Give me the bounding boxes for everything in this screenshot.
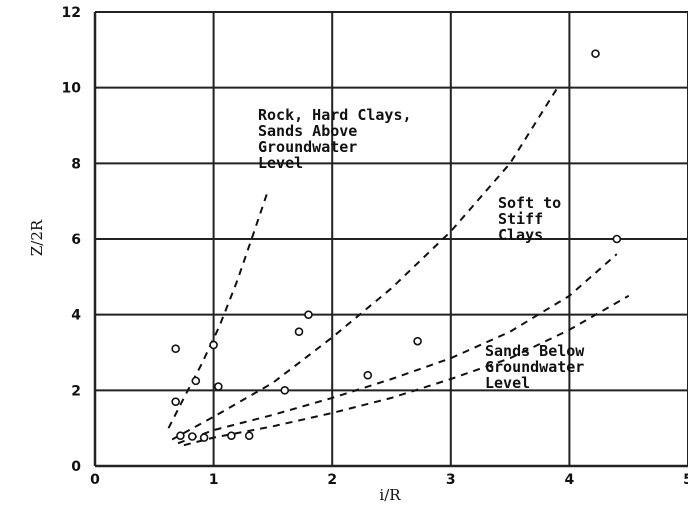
y-tick-label: 2 bbox=[71, 383, 81, 399]
x-tick-label: 5 bbox=[683, 472, 688, 488]
data-point bbox=[280, 386, 290, 395]
data-point bbox=[176, 431, 185, 441]
annotation-line: Clays bbox=[498, 226, 543, 244]
annotation-sands-below-groundwater: Sands Below Groundwater Level bbox=[485, 342, 593, 392]
x-axis-title: i/R bbox=[379, 486, 401, 504]
annotation-line: Groundwater bbox=[485, 358, 584, 376]
y-axis-title: Z/2R bbox=[28, 219, 46, 256]
y-tick-label: 10 bbox=[62, 81, 82, 97]
data-point bbox=[227, 431, 236, 441]
annotation-line: Sands Above bbox=[258, 122, 357, 140]
data-point bbox=[294, 327, 304, 336]
fitted-curves bbox=[167, 87, 630, 447]
data-point bbox=[187, 432, 197, 441]
annotation-line: Rock, Hard Clays, bbox=[258, 106, 412, 124]
y-tick-label: 12 bbox=[62, 5, 81, 21]
data-point bbox=[304, 310, 313, 319]
x-tick-label: 4 bbox=[565, 472, 575, 488]
annotation-line: Groundwater bbox=[258, 138, 357, 156]
trend-curve bbox=[167, 193, 268, 429]
data-point bbox=[244, 431, 254, 441]
y-tick-label: 0 bbox=[71, 459, 81, 475]
annotation-line: Level bbox=[485, 374, 530, 392]
data-points bbox=[171, 49, 622, 442]
data-point bbox=[171, 397, 180, 406]
x-tick-label: 3 bbox=[446, 472, 456, 488]
data-point bbox=[363, 370, 373, 380]
y-tick-label: 8 bbox=[71, 156, 81, 172]
annotation-line: Stiff bbox=[498, 210, 543, 228]
data-point bbox=[191, 376, 201, 386]
data-point bbox=[214, 382, 223, 391]
trend-curve bbox=[183, 294, 630, 447]
data-point bbox=[612, 234, 622, 244]
annotation-line: Sands Below bbox=[485, 342, 585, 360]
y-tick-label: 4 bbox=[71, 308, 81, 324]
x-tick-label: 0 bbox=[90, 472, 100, 488]
trend-curve bbox=[177, 253, 618, 445]
gridlines bbox=[93, 11, 688, 468]
annotation-line: Level bbox=[258, 154, 303, 172]
annotation-soft-to-stiff-clays: Soft to Stiff Clays bbox=[498, 194, 570, 244]
annotation-line: Soft to bbox=[498, 194, 561, 212]
trend-curve bbox=[171, 87, 559, 441]
x-tick-label: 1 bbox=[209, 472, 219, 488]
x-tick-label: 2 bbox=[327, 472, 337, 488]
data-point bbox=[413, 336, 422, 346]
data-point bbox=[199, 433, 209, 442]
data-point bbox=[171, 344, 180, 354]
data-point bbox=[591, 49, 600, 58]
annotation-rock-hard-clays: Rock, Hard Clays, Sands Above Groundwate… bbox=[258, 106, 421, 172]
data-point bbox=[209, 340, 218, 350]
tick-labels: 012345024681012 bbox=[62, 5, 688, 488]
y-tick-label: 6 bbox=[71, 232, 81, 248]
